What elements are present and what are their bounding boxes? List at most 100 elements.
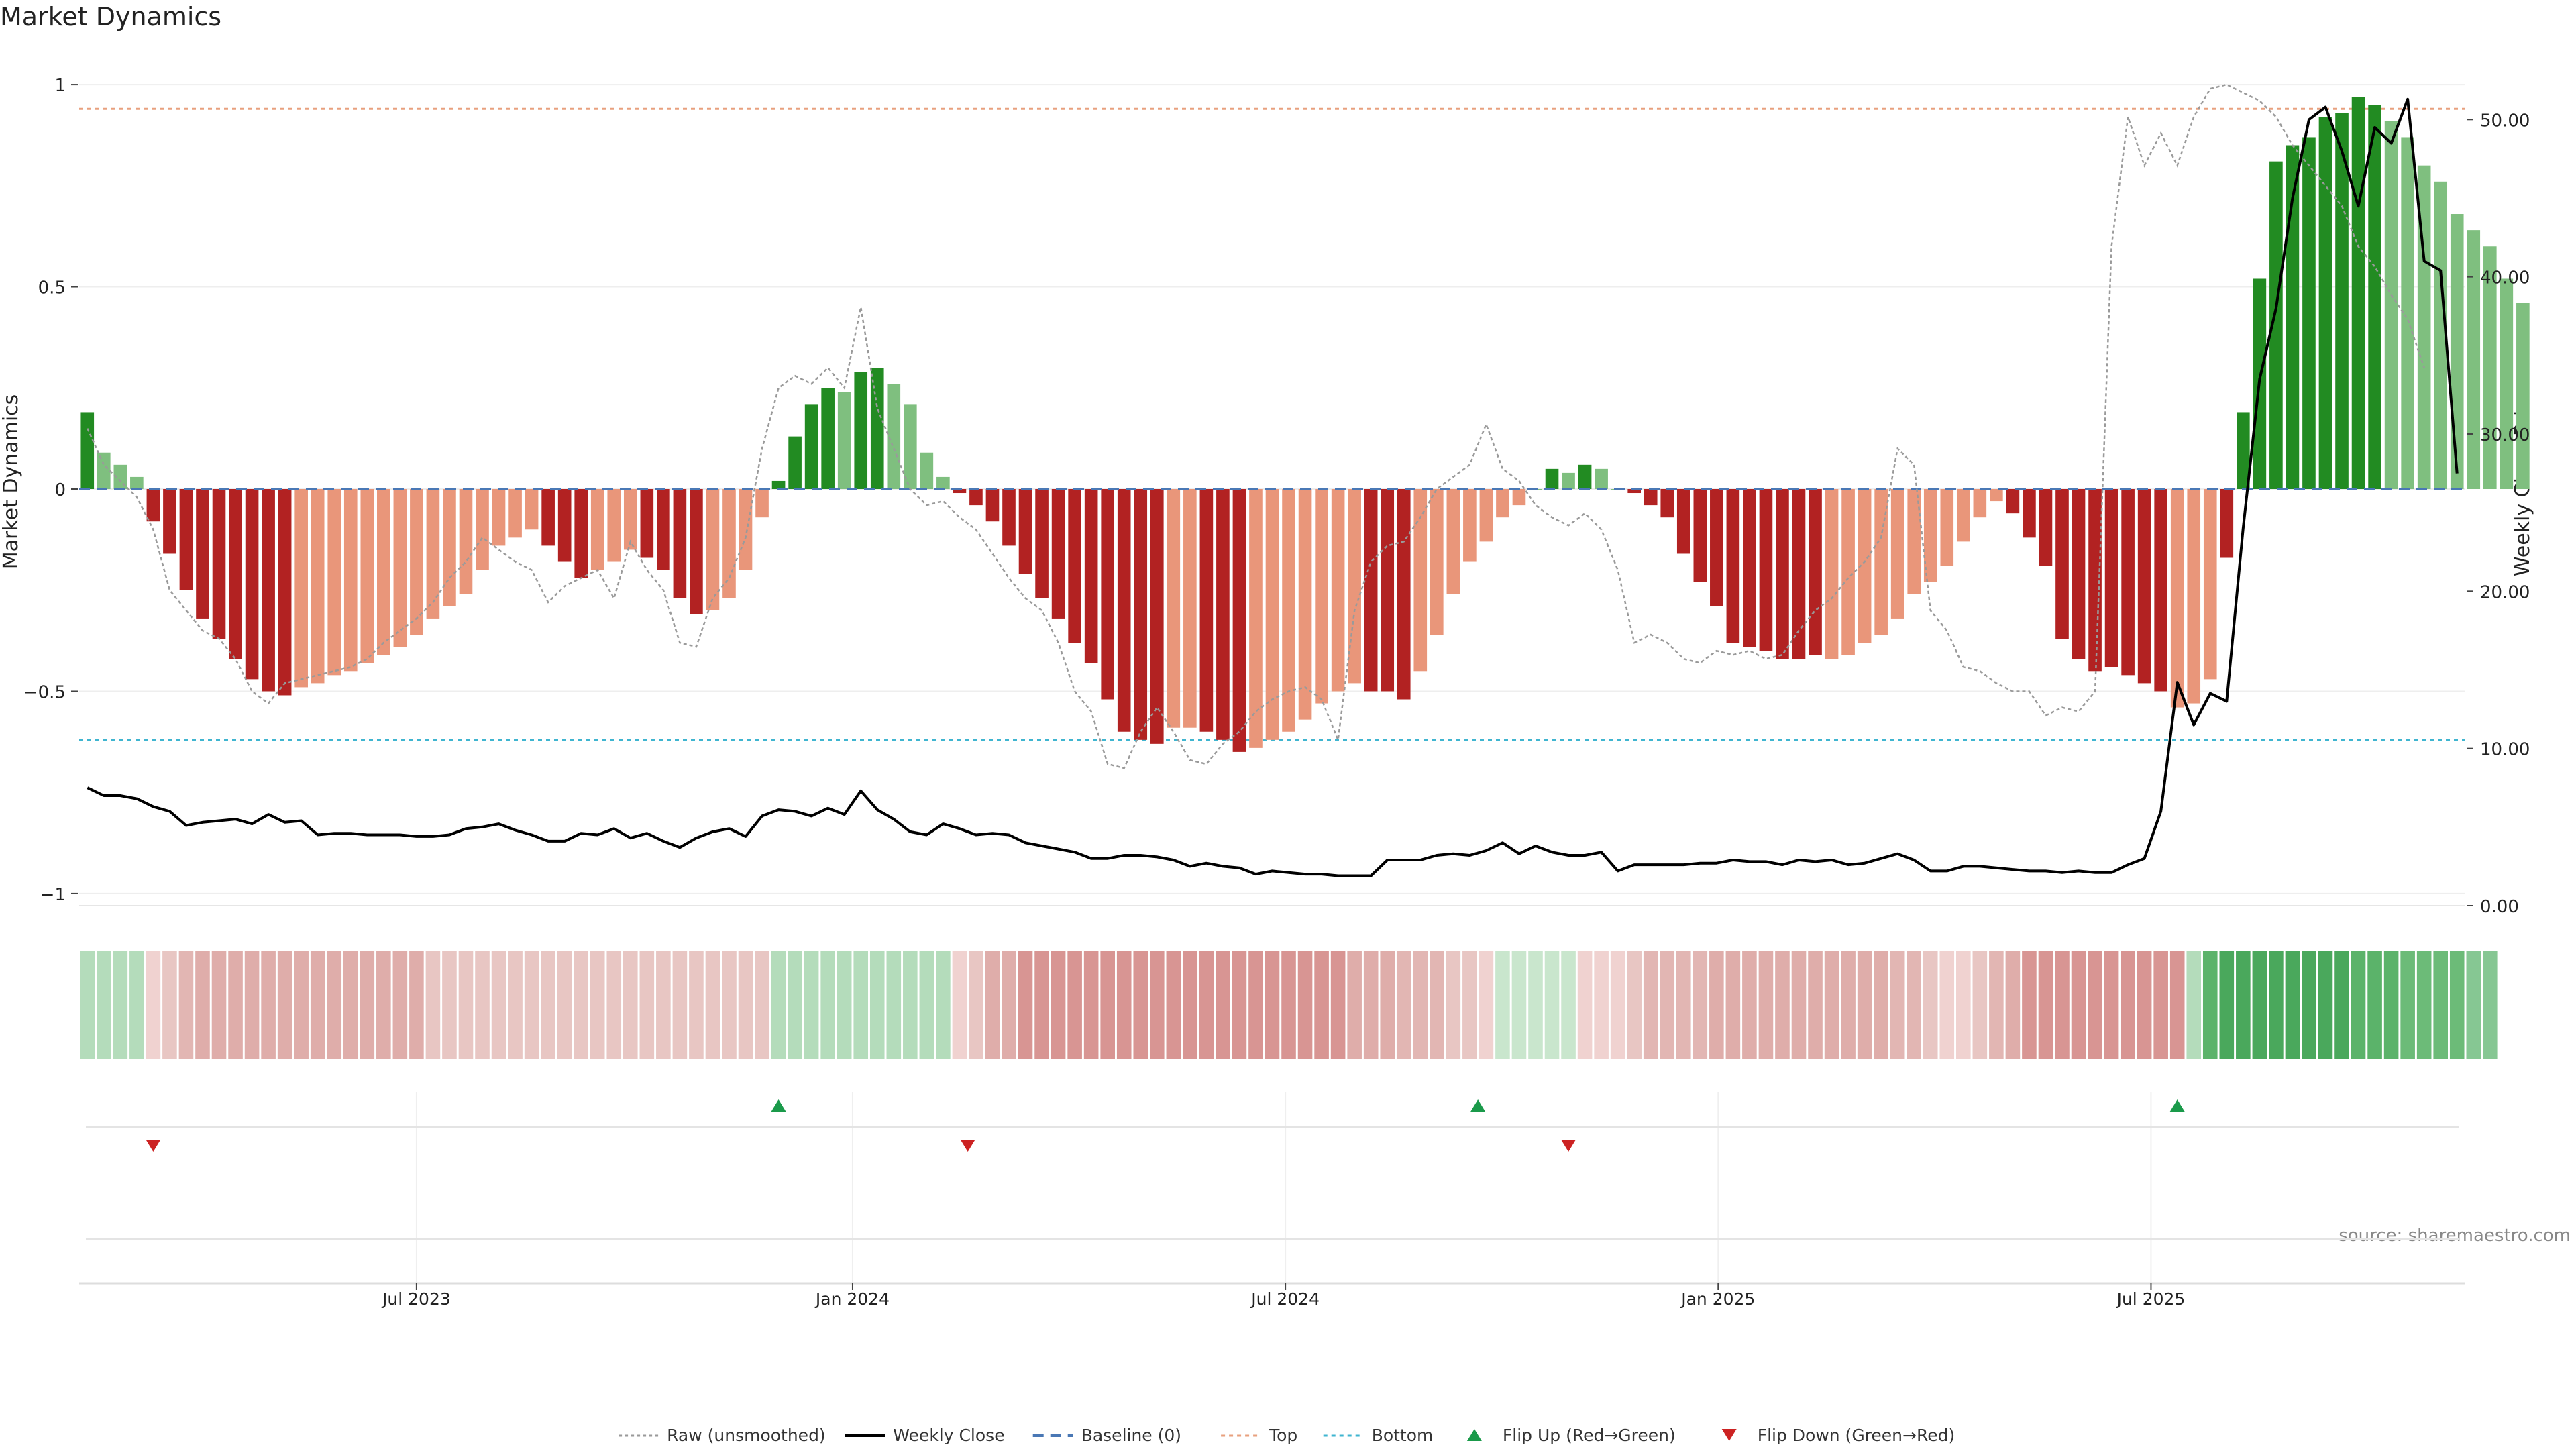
heat-cell [1413, 951, 1428, 1059]
heat-cell [491, 951, 506, 1059]
heat-cell [2367, 951, 2382, 1059]
chart-title: Market Dynamics [0, 2, 221, 32]
dynamics-bar [574, 489, 588, 578]
heat-cell [722, 951, 737, 1059]
dynamics-bar [2072, 489, 2086, 659]
dynamics-bar [113, 464, 127, 489]
heat-cell [1330, 951, 1346, 1059]
dynamics-bar [1150, 489, 1164, 744]
heat-cell [1693, 951, 1708, 1059]
heat-cell [1528, 951, 1543, 1059]
heat-cell [1923, 951, 1938, 1059]
dynamics-bar [1249, 489, 1263, 748]
heat-cell [1972, 951, 1988, 1059]
heat-cell [2302, 951, 2316, 1059]
dynamics-bar [771, 480, 786, 489]
heat-cell [606, 951, 622, 1059]
heat-cell [656, 951, 671, 1059]
dynamics-bar [1578, 464, 1592, 489]
heat-cell [2055, 951, 2070, 1059]
dynamics-bar [2450, 214, 2464, 489]
heat-cell [689, 951, 704, 1059]
heat-cell [146, 951, 161, 1059]
dynamics-bar [1479, 489, 1493, 542]
heat-cell [1199, 951, 1214, 1059]
dynamics-bar [525, 489, 539, 530]
right-tick-label: 20.00 [2480, 582, 2530, 602]
dynamics-bar [327, 489, 341, 676]
heat-cell [1890, 951, 1905, 1059]
heat-cell [195, 951, 210, 1059]
flip-down-marker [1561, 1140, 1576, 1152]
heat-cell [2137, 951, 2152, 1059]
heat-cell [903, 951, 918, 1059]
heat-cell [277, 951, 292, 1059]
strength-heat-strip [80, 951, 2498, 1059]
dynamics-bar [623, 489, 637, 550]
dynamics-bar [1051, 489, 1065, 619]
dynamics-bar [1990, 489, 2003, 502]
heat-cell [310, 951, 325, 1059]
dynamics-bar [2203, 489, 2217, 680]
dynamics-bar [245, 489, 259, 680]
dynamics-bar [1759, 489, 1773, 651]
dynamics-bar [590, 489, 604, 570]
heat-cell [1083, 951, 1099, 1059]
heat-cell [1610, 951, 1625, 1059]
heat-cell [475, 951, 490, 1059]
heat-cell [1742, 951, 1757, 1059]
dynamics-bar [1676, 489, 1690, 554]
dynamics-bar [1710, 489, 1723, 606]
dynamics-bar [690, 489, 703, 614]
heat-cell [1956, 951, 1971, 1059]
dynamics-bar [2368, 105, 2381, 489]
heat-cell [2433, 951, 2448, 1059]
dynamics-bar [755, 489, 769, 518]
dynamics-bar [2483, 246, 2497, 489]
heat-cell [1643, 951, 1658, 1059]
dynamics-bar [393, 489, 407, 647]
heat-cell [1183, 951, 1197, 1059]
heat-cell [261, 951, 276, 1059]
heat-cell [1808, 951, 1823, 1059]
heat-cell [1791, 951, 1807, 1059]
dynamics-bar [1101, 489, 1115, 700]
dynamics-bar [1216, 489, 1230, 740]
dynamics-bar [2269, 161, 2283, 489]
dynamics-bar [1282, 489, 1295, 732]
x-axis-ticks: Jul 2023 Jan 2024 Jul 2024 Jan 2025 Jul 2025 [381, 1283, 2185, 1309]
dynamics-bar [343, 489, 358, 672]
heat-cell [178, 951, 194, 1059]
heat-cell [1281, 951, 1296, 1059]
heat-cell [1577, 951, 1593, 1059]
heat-cell [1002, 951, 1016, 1059]
dynamics-bar [476, 489, 489, 570]
x-tick-label: Jan 2024 [814, 1289, 890, 1309]
heat-cell [1479, 951, 1494, 1059]
heat-cell [2088, 951, 2102, 1059]
dynamics-bar [360, 489, 374, 663]
heat-cell [2038, 951, 2053, 1059]
dynamics-bar [1232, 489, 1246, 752]
dynamics-bar [2335, 113, 2349, 489]
dynamics-bar [1512, 489, 1526, 506]
heat-cell [1594, 951, 1609, 1059]
heat-cell [1363, 951, 1379, 1059]
dynamics-bar [2417, 165, 2431, 489]
dynamics-bar [1792, 489, 1806, 659]
heat-cell [1857, 951, 1872, 1059]
heat-cell [1939, 951, 1955, 1059]
heat-cell [327, 951, 342, 1059]
close-series [87, 97, 2459, 877]
heat-cell [162, 951, 177, 1059]
heat-cell [524, 951, 539, 1059]
heat-cell [343, 951, 358, 1059]
legend-label: Bottom [1372, 1426, 1434, 1445]
heat-cell [886, 951, 902, 1059]
dynamics-bar [1084, 489, 1098, 663]
heat-cell [2153, 951, 2168, 1059]
heat-cell [788, 951, 802, 1059]
left-tick-label: −0.5 [23, 682, 66, 702]
heat-cell [1544, 951, 1560, 1059]
heat-cell [1874, 951, 1888, 1059]
